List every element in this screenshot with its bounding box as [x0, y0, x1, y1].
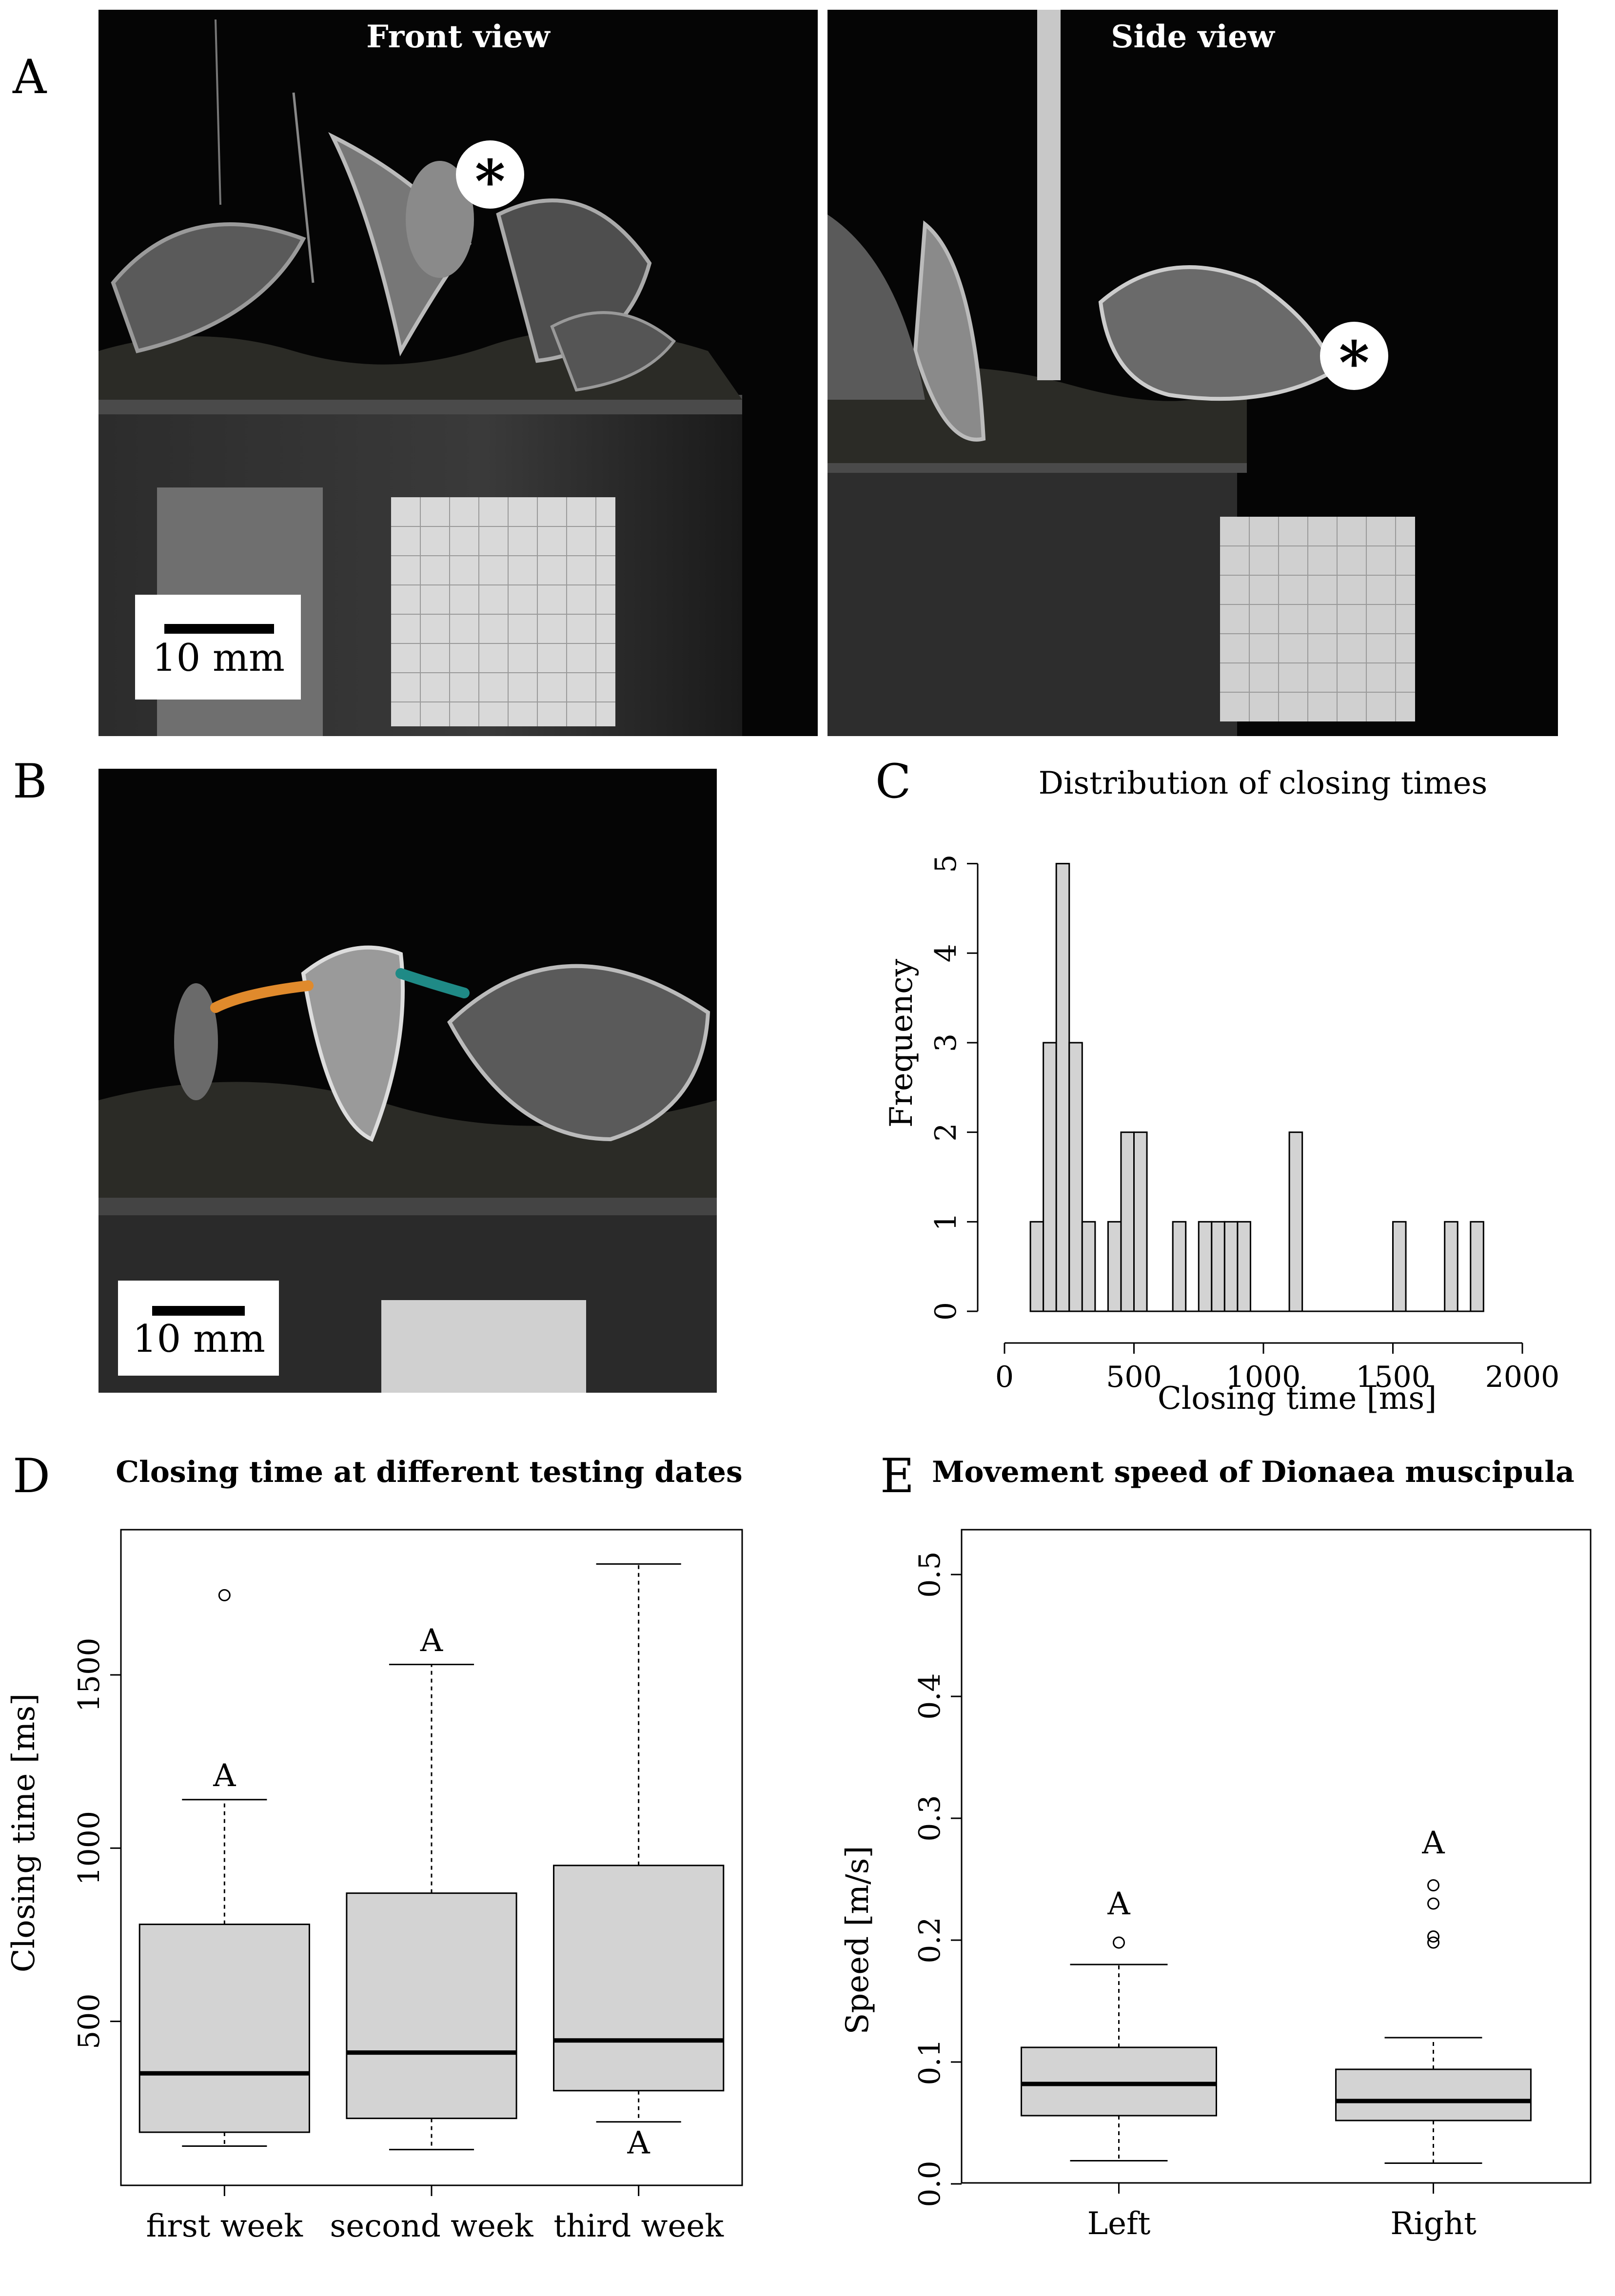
x-tick-label: 500: [1106, 1360, 1162, 1394]
chart-c-xlabel: Closing time [ms]: [1158, 1381, 1437, 1417]
teal-trace: [395, 968, 470, 998]
y-tick-label: 0.5: [913, 1551, 947, 1597]
chart-c-title: Distribution of closing times: [1039, 765, 1488, 801]
chart-e-title: Movement speed of Dionaea muscipula: [932, 1455, 1575, 1489]
orange-trace: [210, 980, 314, 1013]
box-iqr: [553, 1865, 725, 2092]
x-tick-label: second week: [330, 2208, 534, 2244]
y-tick-label: 2: [929, 1123, 963, 1142]
y-tick-label: 1000: [72, 1811, 106, 1886]
scale-bar-box-b: 10 mm: [118, 1281, 279, 1376]
significance-letter: A: [420, 1623, 443, 1659]
scale-label-b: 10 mm: [133, 1317, 265, 1361]
scale-bar-front: [164, 624, 274, 634]
histogram-bar: [1288, 1131, 1303, 1312]
y-tick-label: 0: [929, 1302, 963, 1321]
y-tick-label: 0.1: [913, 2039, 947, 2085]
side-view-photo: Side view *: [827, 10, 1558, 736]
scale-bar-box-front: 10 mm: [135, 595, 301, 700]
histogram-bar: [1029, 1221, 1044, 1312]
box-iqr: [346, 1892, 517, 2120]
y-tick-label: 500: [72, 1993, 106, 2049]
significance-letter: A: [1107, 1886, 1130, 1922]
histogram-bar: [1470, 1221, 1484, 1312]
side-view-image: [827, 10, 1558, 736]
x-tick-label: third week: [553, 2208, 724, 2244]
histogram-bar: [1133, 1131, 1148, 1312]
box-iqr: [1335, 2068, 1532, 2121]
outlier-point: [1427, 1897, 1439, 1910]
histogram-bar: [1237, 1221, 1251, 1312]
y-tick-label: 3: [929, 1033, 963, 1052]
front-view-image: [98, 10, 818, 736]
panel-letter-e: E: [880, 1449, 915, 1503]
significance-letter: A: [627, 2125, 650, 2161]
trap-tracking-image: [98, 769, 717, 1393]
histogram-bar: [1444, 1221, 1458, 1312]
chart-d-title: Closing time at different testing dates: [116, 1455, 742, 1489]
x-tick-label: 2000: [1485, 1360, 1560, 1394]
outlier-point: [218, 1589, 231, 1601]
y-tick-label: 4: [929, 944, 963, 962]
histogram-bar: [1211, 1221, 1225, 1312]
significance-letter: A: [213, 1758, 236, 1794]
histogram-bar: [1068, 1042, 1083, 1312]
y-tick-label: 0.3: [913, 1795, 947, 1841]
x-tick-label: 1000: [1226, 1360, 1301, 1394]
histogram-bar: [1172, 1221, 1187, 1312]
y-tick-label: 0.0: [913, 2160, 947, 2207]
x-tick-label: Left: [1087, 2206, 1151, 2242]
panel-letter-a: A: [13, 50, 47, 104]
histogram-bar: [1120, 1131, 1135, 1312]
y-tick-label: 5: [929, 855, 963, 873]
box-iqr: [138, 1924, 310, 2133]
y-tick-label: 0.2: [913, 1917, 947, 1963]
histogram-bar: [1081, 1221, 1096, 1312]
histogram-closing-times: Distribution of closing times Frequency …: [884, 765, 1560, 1417]
x-tick-label: Right: [1390, 2206, 1477, 2242]
scale-bar-b: [152, 1306, 245, 1316]
front-view-photo: Front view * 10 mm: [98, 10, 818, 736]
outlier-point: [1427, 1936, 1439, 1949]
chart-d-ylabel: Closing time [ms]: [6, 1693, 42, 1972]
front-view-title: Front view: [366, 19, 550, 55]
panel-letter-d: D: [13, 1449, 50, 1503]
side-view-title: Side view: [1111, 19, 1275, 55]
x-tick-label: 1500: [1356, 1360, 1430, 1394]
histogram-bar: [1198, 1221, 1213, 1312]
histogram-bar: [1107, 1221, 1122, 1312]
histogram-bar: [1223, 1221, 1239, 1312]
panel-letter-c: C: [875, 754, 911, 809]
chart-e-ylabel: Speed [m/s]: [840, 1846, 876, 2035]
x-tick-label: 0: [995, 1360, 1014, 1394]
outlier-point: [1427, 1930, 1439, 1943]
chart-c-ylabel: Frequency: [884, 959, 920, 1128]
asterisk-marker-side: *: [1320, 322, 1388, 397]
y-tick-label: 1500: [72, 1638, 106, 1712]
box-iqr: [1021, 2046, 1217, 2117]
boxplot-testing-dates: Closing time at different testing dates …: [6, 1455, 743, 2244]
y-tick-label: 0.4: [913, 1673, 947, 1719]
asterisk-marker-front: *: [456, 140, 524, 216]
panel-letter-b: B: [13, 754, 47, 809]
histogram-bar: [1055, 863, 1070, 1312]
outlier-point: [1427, 1879, 1439, 1891]
trap-tracking-photo: 10 mm: [98, 769, 717, 1393]
histogram-bar: [1392, 1221, 1407, 1312]
outlier-point: [1113, 1936, 1125, 1949]
x-tick-label: first week: [146, 2208, 304, 2244]
significance-letter: A: [1421, 1825, 1445, 1861]
plot-frame: [961, 1529, 1592, 2184]
histogram-bar: [1043, 1042, 1057, 1312]
y-tick-label: 1: [929, 1212, 963, 1231]
boxplot-movement-speed: Movement speed of Dionaea muscipula Spee…: [840, 1455, 1592, 2242]
scale-label-front: 10 mm: [152, 636, 285, 680]
